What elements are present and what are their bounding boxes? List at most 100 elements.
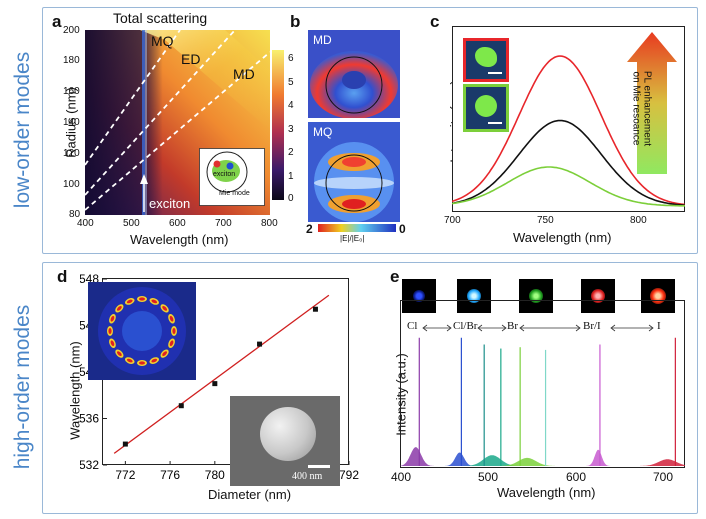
cbar-tick: 4 bbox=[288, 100, 294, 111]
thumb-dot bbox=[467, 289, 481, 303]
ring-lobe-core bbox=[110, 340, 115, 347]
ring-lobe-core bbox=[139, 297, 145, 301]
panel-a-xlabel: Wavelength (nm) bbox=[130, 232, 229, 247]
ring-lobe-core bbox=[108, 328, 112, 334]
ring-lobe-core bbox=[169, 340, 174, 347]
emission-shoulder bbox=[492, 457, 563, 466]
c-inset-green-scale bbox=[488, 122, 502, 124]
sem-scale-bar bbox=[308, 465, 330, 468]
c-xtick: 800 bbox=[630, 215, 647, 226]
ring-lobe-core bbox=[116, 351, 122, 357]
cbar-tick: 0 bbox=[288, 193, 294, 204]
panel-b-letter: b bbox=[290, 12, 301, 31]
high-order-label: high-order modes bbox=[11, 304, 34, 470]
low-order-frame bbox=[42, 7, 698, 254]
emission-thumb-i bbox=[641, 279, 675, 313]
emission-thumb-br bbox=[519, 279, 553, 313]
high-order-frame bbox=[42, 262, 698, 514]
ring-lobe-core bbox=[169, 315, 174, 322]
a-ytick: 200 bbox=[63, 25, 80, 36]
emission-thumb-cl bbox=[402, 279, 436, 313]
panel-b-md-field bbox=[308, 30, 400, 118]
arrow-text-2: on Mie resoance bbox=[630, 71, 642, 146]
pl-curve-black bbox=[452, 119, 685, 206]
a-xtick: 700 bbox=[215, 218, 232, 229]
ring-lobe-core bbox=[172, 328, 176, 334]
panel-e-plot bbox=[400, 300, 685, 468]
ring-lobe-core bbox=[110, 315, 115, 322]
d-ytick-label: 532 bbox=[80, 458, 99, 472]
emission-thumb-bri bbox=[581, 279, 615, 313]
d-xtick-label: 772 bbox=[115, 468, 135, 482]
cbar-tick: 6 bbox=[288, 53, 294, 64]
c-inset-green-particle bbox=[475, 95, 497, 117]
panel-c-xlabel: Wavelength (nm) bbox=[513, 230, 612, 245]
ring-lobe-core bbox=[151, 299, 158, 304]
cbar-tick: 2 bbox=[288, 147, 294, 158]
panel-e-letter: e bbox=[390, 267, 400, 286]
a-xtick: 600 bbox=[169, 218, 186, 229]
emission-thumb-clbr bbox=[457, 279, 491, 313]
d-ytick-label: 536 bbox=[80, 412, 99, 426]
a-ytick: 80 bbox=[69, 209, 81, 220]
a-xtick: 500 bbox=[123, 218, 140, 229]
inset-exciton-text: exciton bbox=[213, 171, 236, 178]
panel-e-xlabel: Wavelength (nm) bbox=[497, 485, 596, 500]
e-xtick: 600 bbox=[566, 470, 587, 484]
halide-clbr: Cl/Br bbox=[453, 320, 478, 332]
emission-shoulder bbox=[632, 459, 685, 466]
emission-shoulder bbox=[457, 455, 528, 466]
field-scale-min: 2 bbox=[306, 222, 313, 236]
sem-scale-label: 400 nm bbox=[292, 471, 323, 482]
panel-b-mq-field bbox=[308, 122, 400, 222]
c-xtick: 700 bbox=[444, 215, 461, 226]
halide-bri: Br/I bbox=[583, 320, 601, 332]
ring-lobe-core bbox=[116, 305, 122, 311]
panel-b-scalebar bbox=[318, 224, 396, 232]
c-inset-red bbox=[463, 38, 509, 82]
mq-label: MQ bbox=[151, 33, 174, 49]
c-inset-green bbox=[463, 84, 509, 132]
a-ytick: 160 bbox=[63, 86, 80, 97]
thumb-dot bbox=[529, 289, 543, 303]
enhancement-arrow bbox=[627, 32, 677, 174]
ring-lobe-core bbox=[139, 361, 145, 365]
d-xtick-label: 776 bbox=[160, 468, 180, 482]
ed-label: ED bbox=[181, 51, 201, 67]
inset-mie-text: Mie mode bbox=[219, 190, 250, 197]
halide-cl: Cl bbox=[407, 320, 418, 332]
a-xtick: 400 bbox=[77, 218, 94, 229]
data-point bbox=[257, 341, 263, 347]
exciton-label: exciton bbox=[149, 196, 191, 211]
pl-curve-red bbox=[452, 55, 685, 206]
panel-c-letter: c bbox=[430, 12, 440, 31]
d-xtick-label: 780 bbox=[205, 468, 225, 482]
halide-arrows bbox=[422, 324, 654, 332]
arrow-text-1: PL enhancement bbox=[641, 70, 653, 147]
panel-d-letter: d bbox=[57, 267, 68, 286]
halide-br: Br bbox=[507, 320, 518, 332]
a-ytick: 140 bbox=[63, 117, 80, 128]
ring-mode-inset bbox=[88, 282, 196, 380]
ring-lobe-core bbox=[126, 358, 133, 363]
panel-b-md-label: MD bbox=[313, 33, 332, 47]
low-order-label: low-order modes bbox=[11, 51, 34, 209]
e-xtick: 700 bbox=[653, 470, 674, 484]
c-inset-red-scale bbox=[488, 72, 502, 74]
a-xtick: 800 bbox=[261, 218, 278, 229]
data-point bbox=[212, 381, 218, 387]
panel-d-xlabel: Diameter (nm) bbox=[208, 487, 292, 502]
field-scale-label: |E|/|E₀| bbox=[340, 234, 365, 243]
panel-a-letter: a bbox=[52, 12, 62, 31]
e-xtick: 500 bbox=[478, 470, 499, 484]
cbar-tick: 5 bbox=[288, 77, 294, 88]
sem-inset: 400 nm bbox=[230, 396, 340, 486]
cbar-tick: 3 bbox=[288, 124, 294, 135]
ring-lobe-core bbox=[126, 299, 133, 304]
a-ytick: 180 bbox=[63, 55, 80, 66]
emission-shoulder bbox=[442, 452, 478, 466]
c-inset-red-particle bbox=[475, 47, 497, 67]
e-xtick: 400 bbox=[391, 470, 412, 484]
thumb-dot bbox=[591, 289, 605, 303]
c-xtick: 750 bbox=[537, 215, 554, 226]
